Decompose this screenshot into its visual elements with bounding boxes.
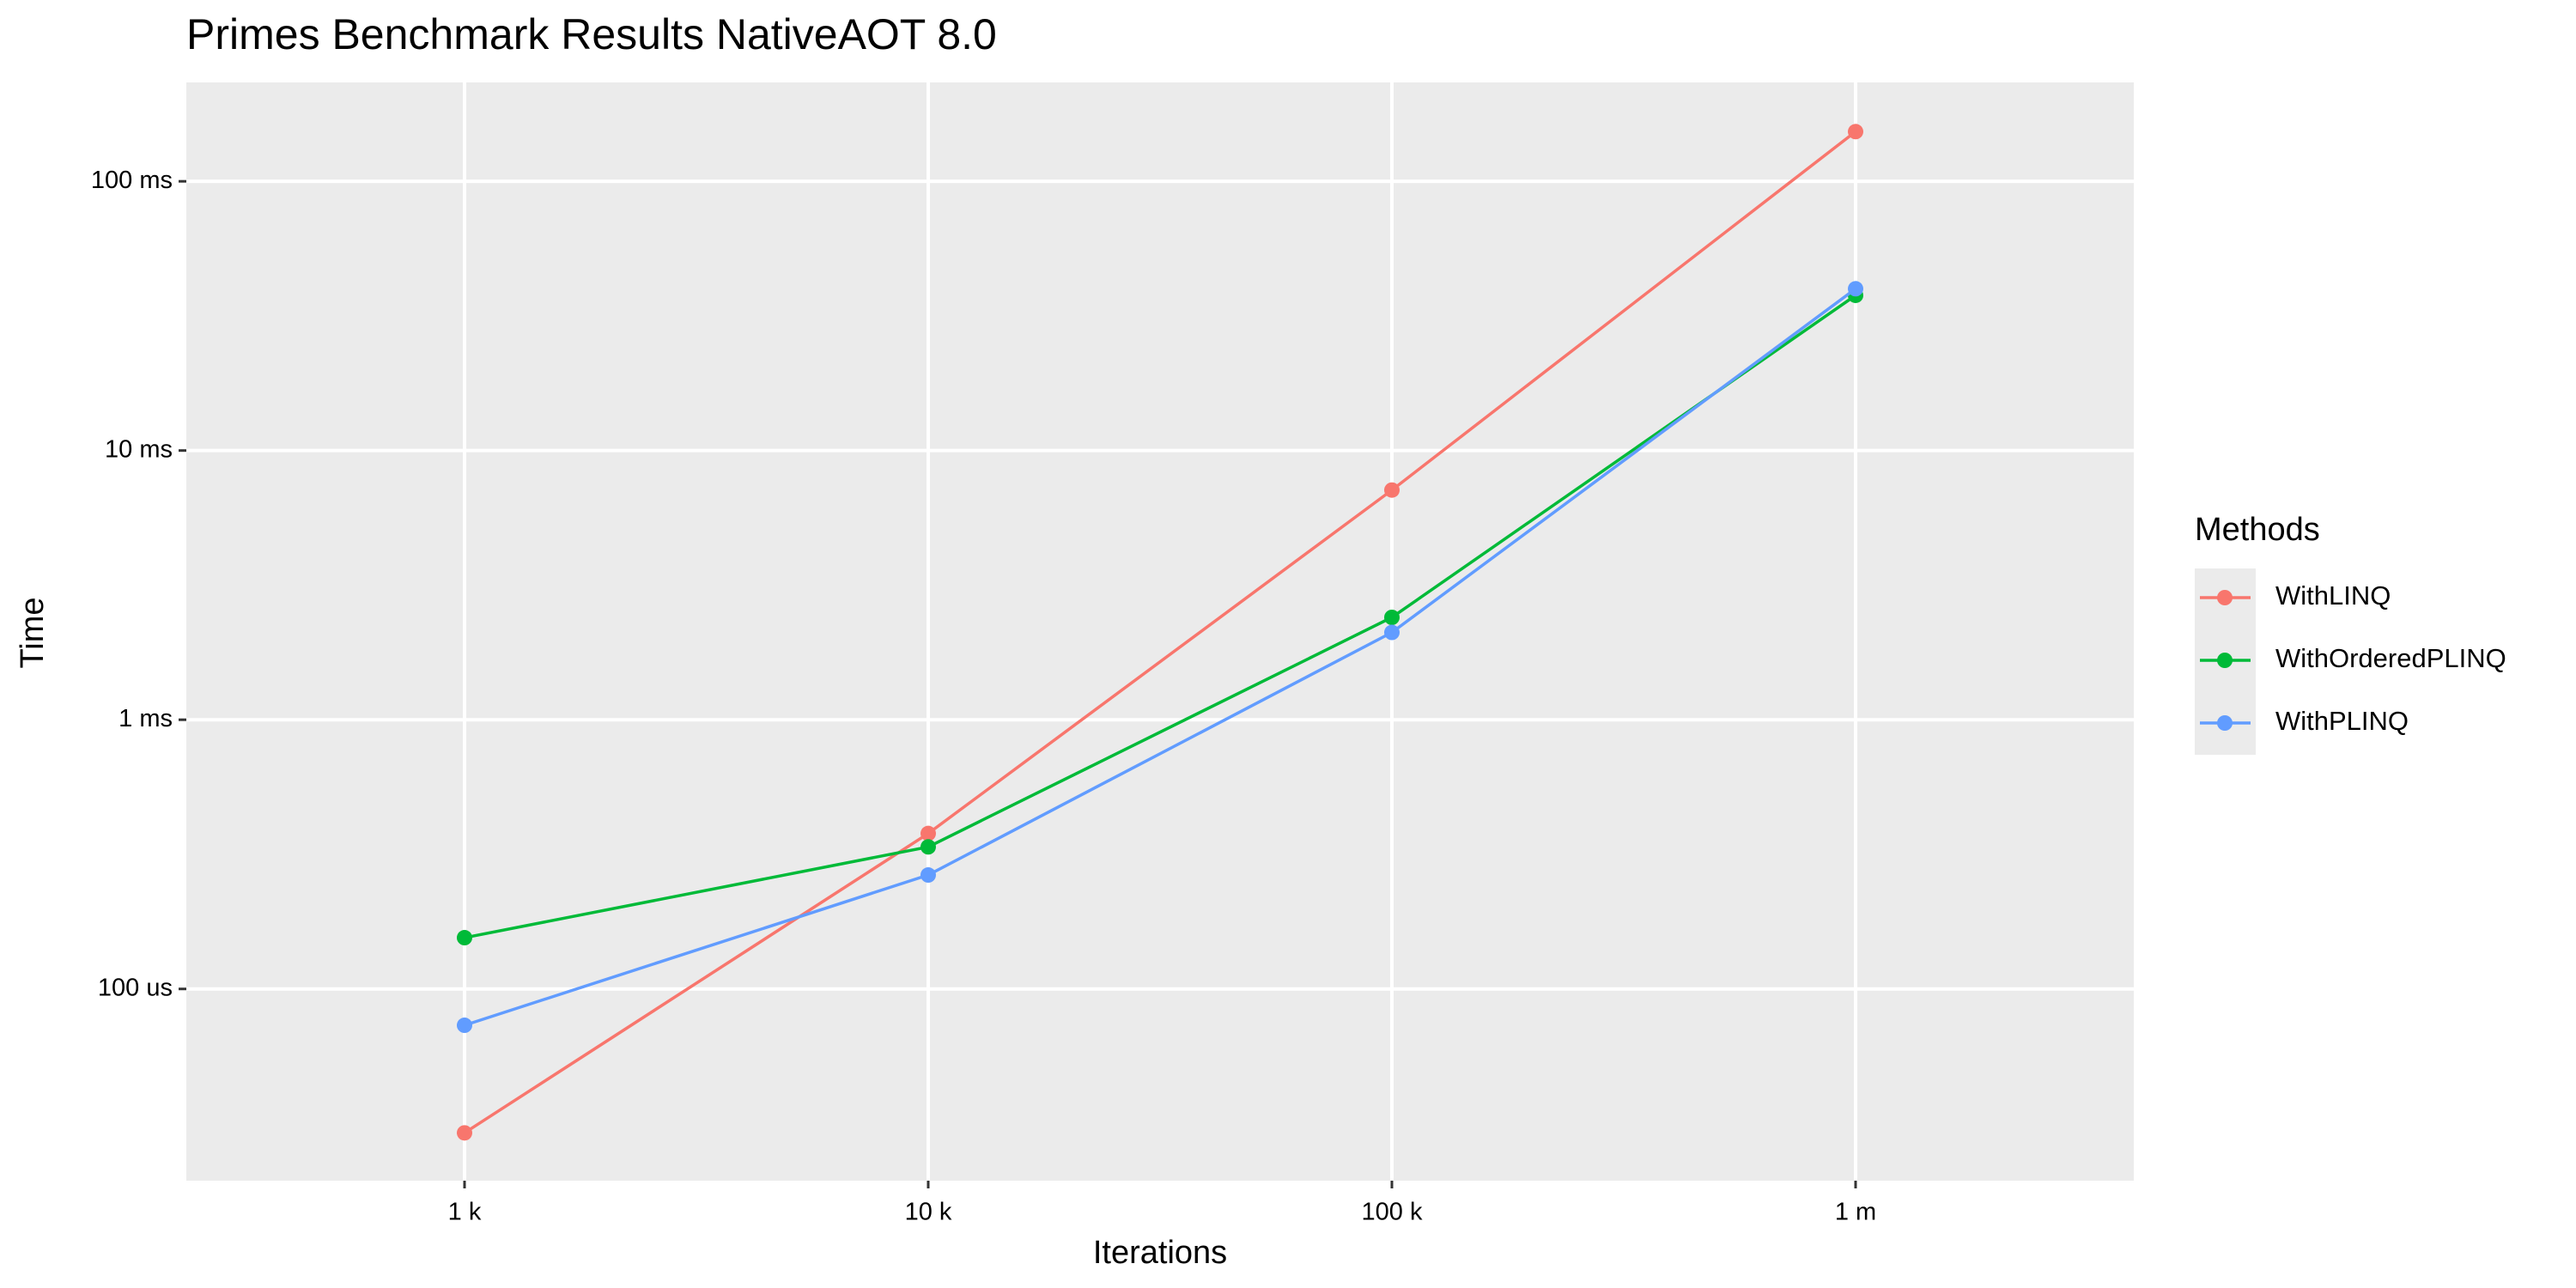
y-tick-label: 10 ms [105,435,173,463]
x-tick-label: 1 k [448,1199,482,1226]
legend-label: WithOrderedPLINQ [2275,643,2506,673]
x-axis-title: Iterations [1093,1235,1227,1271]
y-tick-label: 100 ms [91,167,173,194]
x-tick-label: 10 k [905,1199,952,1226]
data-point [1384,482,1400,498]
series-line [464,287,1857,1027]
legend-dot [2217,590,2233,605]
y-axis-title: Time [15,597,51,668]
data-point [1848,281,1863,297]
x-tick-label: 1 m [1835,1199,1876,1226]
data-point [1384,624,1400,641]
data-point [920,825,936,841]
data-point [457,930,472,946]
panel [186,82,2134,1181]
legend-label: WithPLINQ [2275,706,2409,736]
data-point [1384,609,1400,625]
legend-label: WithLINQ [2275,580,2391,611]
data-point [920,839,936,855]
legend-dot [2217,715,2233,731]
x-tick-label: 100 k [1362,1199,1423,1226]
y-tick-label: 1 ms [118,705,173,732]
legend-title: Methods [2195,512,2320,548]
data-point [1848,124,1863,140]
y-tick-label: 100 us [98,974,173,1001]
data-point [457,1018,472,1034]
series-line [464,294,1856,939]
data-point [457,1125,472,1141]
legend-dot [2217,653,2233,668]
chart-title: Primes Benchmark Results NativeAOT 8.0 [186,10,997,58]
data-point [920,867,936,884]
series-line [464,130,1857,1134]
plot-area [457,124,1863,1141]
grid [186,82,2134,1181]
